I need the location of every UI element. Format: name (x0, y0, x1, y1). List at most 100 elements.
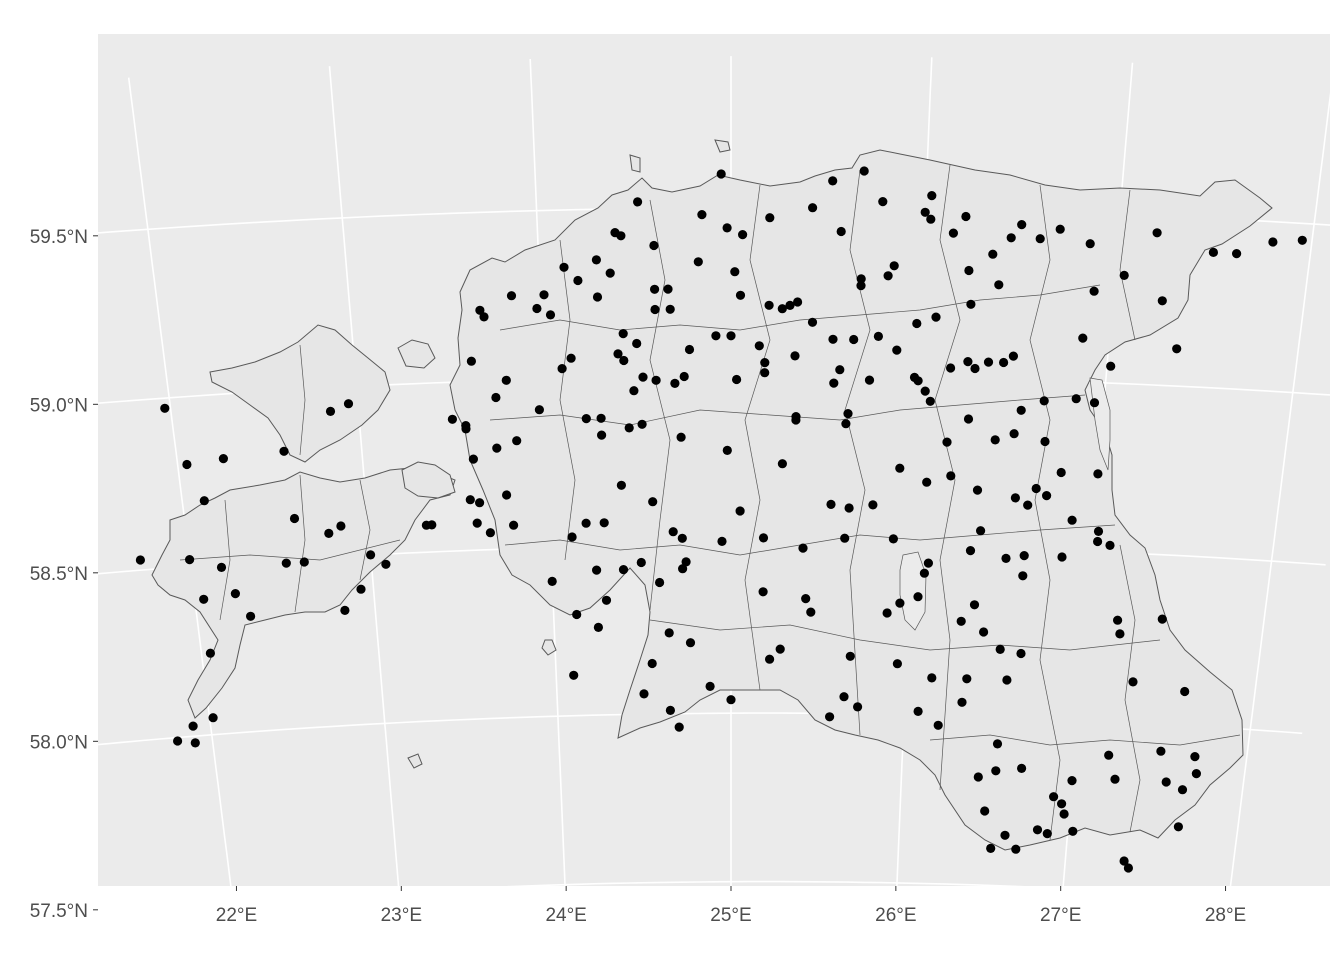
location-point (381, 559, 391, 569)
location-point (922, 477, 932, 487)
location-point (1172, 344, 1182, 354)
location-point (1093, 536, 1103, 547)
location-point (825, 712, 835, 722)
location-point (1161, 777, 1171, 787)
location-point (806, 607, 816, 617)
lake-vortsjarv (899, 551, 927, 631)
location-point (888, 534, 899, 544)
location-point (760, 368, 770, 378)
location-point (732, 374, 742, 385)
location-point (1039, 396, 1049, 406)
location-point (684, 344, 695, 355)
hiiumaa-outline (209, 324, 391, 463)
location-point (1011, 844, 1021, 854)
x-tick-label: 23°E (381, 905, 422, 926)
location-point (1191, 769, 1201, 779)
location-point (840, 533, 850, 543)
location-point (501, 375, 511, 385)
location-point (828, 334, 838, 344)
x-tick-label: 22°E (216, 905, 257, 926)
location-point (913, 592, 923, 602)
location-point (873, 331, 884, 341)
location-point (927, 191, 937, 201)
location-point (735, 290, 746, 300)
location-point (636, 557, 646, 568)
location-point (999, 357, 1009, 368)
location-point (793, 297, 803, 307)
location-point (844, 503, 854, 513)
location-point (926, 214, 936, 224)
location-point (961, 211, 971, 222)
location-point (983, 357, 994, 367)
location-point (485, 528, 495, 538)
location-point (966, 299, 976, 309)
location-point (218, 454, 228, 464)
location-point (230, 589, 240, 599)
location-point (828, 176, 838, 186)
location-point (991, 766, 1001, 776)
location-point (1180, 686, 1190, 697)
location-point (986, 843, 996, 854)
location-point (839, 692, 849, 702)
location-point (205, 648, 215, 658)
location-point (216, 562, 227, 573)
location-point (836, 226, 846, 237)
location-point (735, 506, 745, 516)
location-point (199, 594, 209, 604)
border-line (489, 394, 1086, 426)
location-point (618, 329, 628, 339)
location-point (1049, 792, 1059, 802)
location-point (581, 414, 591, 424)
location-point (726, 695, 736, 705)
location-point (1113, 615, 1123, 625)
location-point (567, 532, 577, 542)
location-point (864, 375, 875, 385)
location-point (1115, 629, 1125, 639)
location-point (972, 485, 983, 495)
location-point (632, 338, 642, 349)
location-point (246, 611, 256, 621)
location-point (651, 375, 661, 385)
border-line (1029, 184, 1061, 841)
location-point (605, 268, 615, 278)
y-tick-label: 58.5°N (30, 564, 88, 585)
location-point (1009, 429, 1019, 439)
location-point (185, 555, 195, 565)
location-point (970, 363, 980, 374)
location-point (693, 257, 703, 267)
location-point (841, 419, 851, 429)
prangli-outline (714, 139, 731, 153)
location-point (764, 300, 774, 310)
location-point (995, 644, 1005, 655)
location-point (889, 261, 899, 271)
location-point (638, 372, 648, 382)
location-point (1177, 785, 1188, 795)
location-point (559, 262, 569, 272)
location-point (882, 608, 892, 618)
x-tick-label: 24°E (545, 905, 586, 926)
location-point (1057, 552, 1067, 562)
location-point (637, 419, 647, 429)
location-point (1023, 500, 1033, 510)
location-point (990, 435, 1000, 445)
location-point (895, 598, 905, 608)
location-point (1018, 571, 1028, 581)
location-point (199, 496, 209, 506)
point-layer (83, 166, 1307, 873)
location-point (1019, 551, 1029, 561)
border-line (499, 284, 1101, 331)
location-point (920, 207, 930, 217)
municipality-borders (179, 164, 1241, 841)
location-point (545, 310, 556, 320)
location-point (758, 587, 768, 597)
location-point (83, 639, 92, 648)
ruhnu-outline (407, 753, 423, 769)
location-point (650, 304, 660, 315)
location-point (801, 594, 811, 604)
border-line (179, 539, 401, 561)
location-point (697, 210, 707, 220)
location-point (919, 568, 930, 578)
location-point (160, 403, 170, 413)
location-point (547, 576, 557, 587)
location-point (957, 697, 967, 707)
